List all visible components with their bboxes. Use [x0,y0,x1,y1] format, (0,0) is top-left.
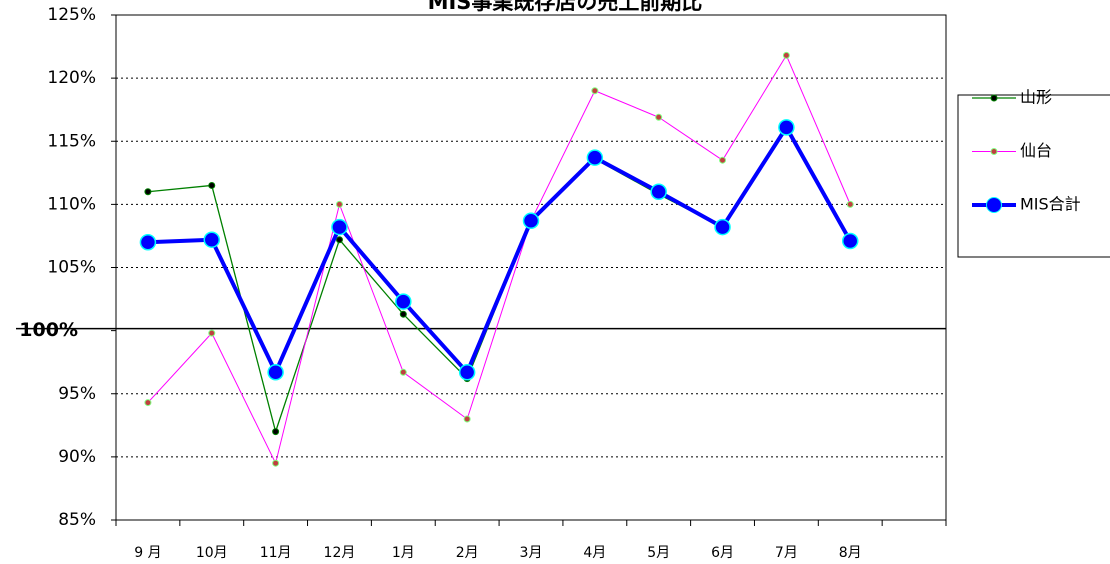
data-point [655,113,663,121]
y-tick-label: 105% [47,258,96,278]
x-tick-label: 7月 [775,545,798,561]
data-point [399,310,407,318]
x-tick-label: 4月 [583,545,606,561]
legend-marker [990,94,998,102]
data-point [522,212,540,230]
data-point [719,156,727,164]
x-tick-label: 5月 [647,545,670,561]
data-point [395,293,412,310]
data-point [458,364,476,381]
data-point [208,181,216,189]
y-tick-label: 110% [47,194,96,214]
data-point [399,368,407,376]
legend-marker [990,148,998,155]
data-point [714,218,731,236]
data-point [782,51,790,59]
y-tick-label: 100% [19,319,78,341]
x-tick-label: 10月 [196,545,228,561]
y-tick-label: 90% [58,447,96,467]
y-tick-label: 125% [47,5,96,25]
data-point [841,232,859,250]
series-line [147,125,852,375]
data-point [272,459,280,467]
legend-marker [986,197,1002,213]
x-tick-label: 9 月 [134,545,161,561]
data-point [203,231,221,248]
legend-label: 仙台 [1020,141,1052,160]
y-tick-label: 120% [47,68,96,88]
data-point [267,364,284,381]
data-point [272,428,280,436]
legend-label: 山形 [1020,88,1052,107]
chart-title: MIS事業既存店の売上前期比 [428,0,703,14]
data-point [208,329,216,337]
x-tick-label: 2月 [456,545,479,561]
data-point [335,200,343,208]
y-tick-label: 85% [58,510,96,530]
data-point [650,183,667,200]
series-line [147,54,851,464]
data-point [331,218,348,236]
legend-label: MIS合計 [1020,195,1081,214]
data-point [586,149,604,166]
x-tick-label: 12月 [324,545,356,561]
x-tick-label: 1月 [392,545,415,561]
x-tick-label: 3月 [520,545,543,561]
data-point [335,236,343,244]
data-point [144,399,152,407]
y-tick-label: 95% [58,384,96,404]
data-point [139,234,157,251]
data-point [144,188,152,196]
data-point [846,200,854,208]
x-tick-label: 11月 [260,545,292,561]
data-point [778,119,795,136]
data-point [463,415,471,423]
x-tick-label: 8月 [839,545,862,561]
y-tick-label: 115% [47,131,96,151]
legend-box [957,94,1110,258]
data-point [591,87,599,95]
x-tick-label: 6月 [711,545,734,561]
